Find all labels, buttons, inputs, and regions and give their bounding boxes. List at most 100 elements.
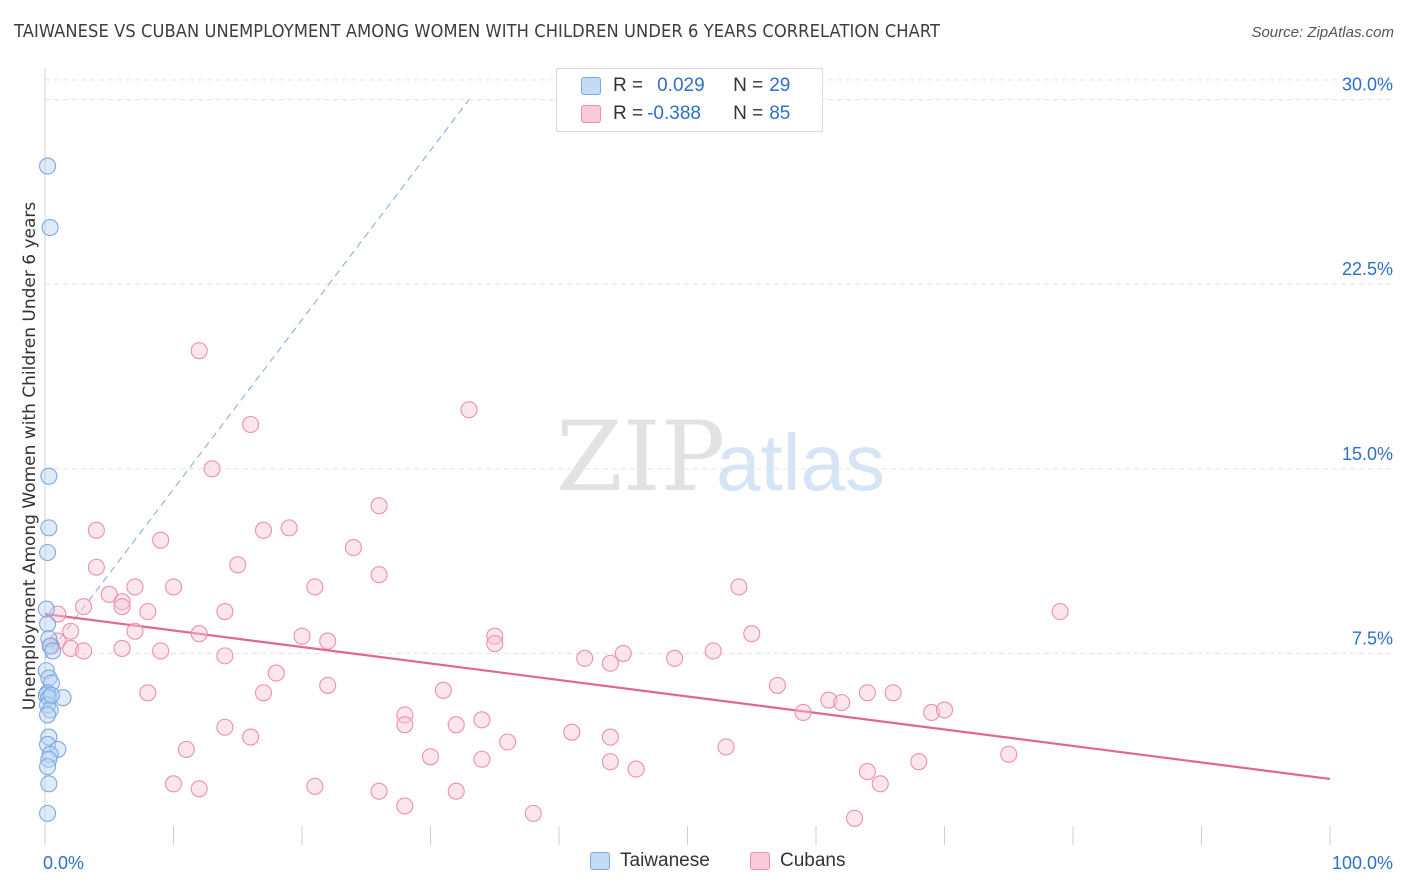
cubans-point: [152, 531, 170, 549]
taiwanese-point: [42, 686, 60, 704]
cubans-point: [524, 804, 542, 822]
cubans-point: [164, 578, 183, 596]
cubans-point: [280, 519, 298, 537]
cubans-point: [935, 701, 954, 719]
cubans-point: [113, 593, 131, 611]
cubans-point: [923, 703, 941, 722]
axes: [44, 68, 1331, 845]
watermark-zip: ZIP: [556, 401, 725, 513]
cubans-point: [370, 497, 388, 515]
cubans-point: [884, 684, 902, 702]
cubans-point: [421, 748, 440, 766]
cubans-point: [627, 760, 645, 778]
cubans-point: [306, 777, 324, 795]
watermark-atlas: atlas: [716, 418, 885, 507]
r-value: 0.029: [657, 75, 705, 96]
trend-lines: [44, 99, 1331, 781]
cubans-point: [370, 566, 388, 584]
taiwanese-point: [39, 615, 57, 633]
cubans-point: [794, 703, 812, 722]
cubans-point: [730, 578, 748, 596]
cubans-point: [717, 738, 735, 756]
cubans-point: [473, 711, 491, 729]
cubans-point: [447, 782, 465, 800]
y-axis-title: Unemployment Among Women with Children U…: [20, 201, 40, 711]
cubans-point: [447, 716, 465, 734]
y-tick-label: 15.0%: [1342, 444, 1393, 464]
cubans-swatch: [581, 105, 601, 123]
cubans-point: [344, 539, 362, 557]
cubans-point: [499, 733, 517, 751]
n-label: N =: [733, 75, 764, 96]
cubans-point: [293, 627, 311, 645]
cubans-point: [910, 753, 928, 771]
taiwanese-swatch: [581, 77, 601, 95]
cubans-point: [177, 740, 195, 758]
taiwanese-point: [39, 543, 57, 562]
cubans-point: [614, 644, 632, 662]
series-legend: Taiwanese Cubans: [0, 850, 1406, 878]
taiwanese-point: [41, 701, 59, 719]
cubans-point: [319, 676, 337, 694]
taiwanese-point: [40, 775, 58, 793]
cubans-point: [396, 797, 414, 815]
cubans-point: [87, 521, 105, 539]
cubans-point: [370, 782, 388, 800]
cubans-point: [75, 598, 93, 616]
cubans-point: [139, 684, 157, 702]
cubans-point: [216, 647, 234, 665]
taiwanese-point: [39, 735, 57, 754]
cubans-point: [164, 775, 183, 793]
cubans-point: [190, 780, 208, 798]
cubans-point: [216, 603, 234, 621]
taiwanese-point: [39, 804, 57, 822]
taiwanese-point: [39, 157, 57, 175]
cubans-swatch: [750, 852, 770, 870]
cubans-point: [396, 706, 414, 724]
cubans-point: [87, 558, 105, 576]
taiwanese-point: [41, 637, 59, 655]
cubans-point: [563, 723, 581, 741]
watermark: ZIP atlas: [556, 401, 885, 513]
chart-title: TAIWANESE VS CUBAN UNEMPLOYMENT AMONG WO…: [14, 22, 941, 42]
taiwanese-point: [40, 467, 58, 485]
legend-item-taiwanese[interactable]: Taiwanese: [590, 850, 710, 872]
cubans-point: [601, 654, 619, 672]
taiwanese-point: [37, 600, 55, 618]
cubans-point: [126, 578, 144, 596]
cubans-point: [743, 625, 761, 643]
legend-item-cubans[interactable]: Cubans: [750, 850, 846, 872]
cubans-point: [190, 342, 208, 360]
data-points: [37, 157, 1069, 827]
cubans-trend-line: [44, 612, 1331, 781]
cubans-point: [858, 762, 876, 781]
y-tick-label: 22.5%: [1342, 259, 1393, 279]
taiwanese-point: [41, 219, 59, 237]
source-label: Source: ZipAtlas.com: [1251, 24, 1394, 41]
cubans-point: [473, 750, 491, 768]
n-value: 85: [769, 103, 791, 124]
cubans-point: [126, 622, 144, 640]
y-tick-label: 7.5%: [1352, 628, 1393, 648]
r-label: R =: [613, 75, 644, 96]
cubans-point: [306, 578, 324, 596]
n-label: N =: [733, 103, 764, 124]
cubans-point: [319, 632, 337, 650]
cubans-point: [62, 622, 80, 640]
cubans-point: [601, 728, 619, 746]
r-value: -0.388: [647, 103, 701, 124]
taiwanese-point: [39, 696, 57, 714]
x-tick-label: 0.0%: [43, 853, 84, 873]
cubans-point: [460, 401, 478, 419]
taiwanese-point: [44, 642, 62, 660]
tick-labels: 7.5% 15.0% 22.5% 30.0% 0.0% 100.0%: [43, 75, 1393, 873]
cubans-point: [75, 642, 93, 660]
taiwanese-point: [40, 519, 58, 537]
cubans-point: [768, 676, 787, 694]
y-tick-label: 30.0%: [1342, 75, 1393, 95]
cubans-point: [871, 775, 889, 793]
legend-label-cubans: Cubans: [780, 850, 846, 871]
taiwanese-point: [39, 758, 57, 776]
cubans-point: [858, 684, 876, 702]
